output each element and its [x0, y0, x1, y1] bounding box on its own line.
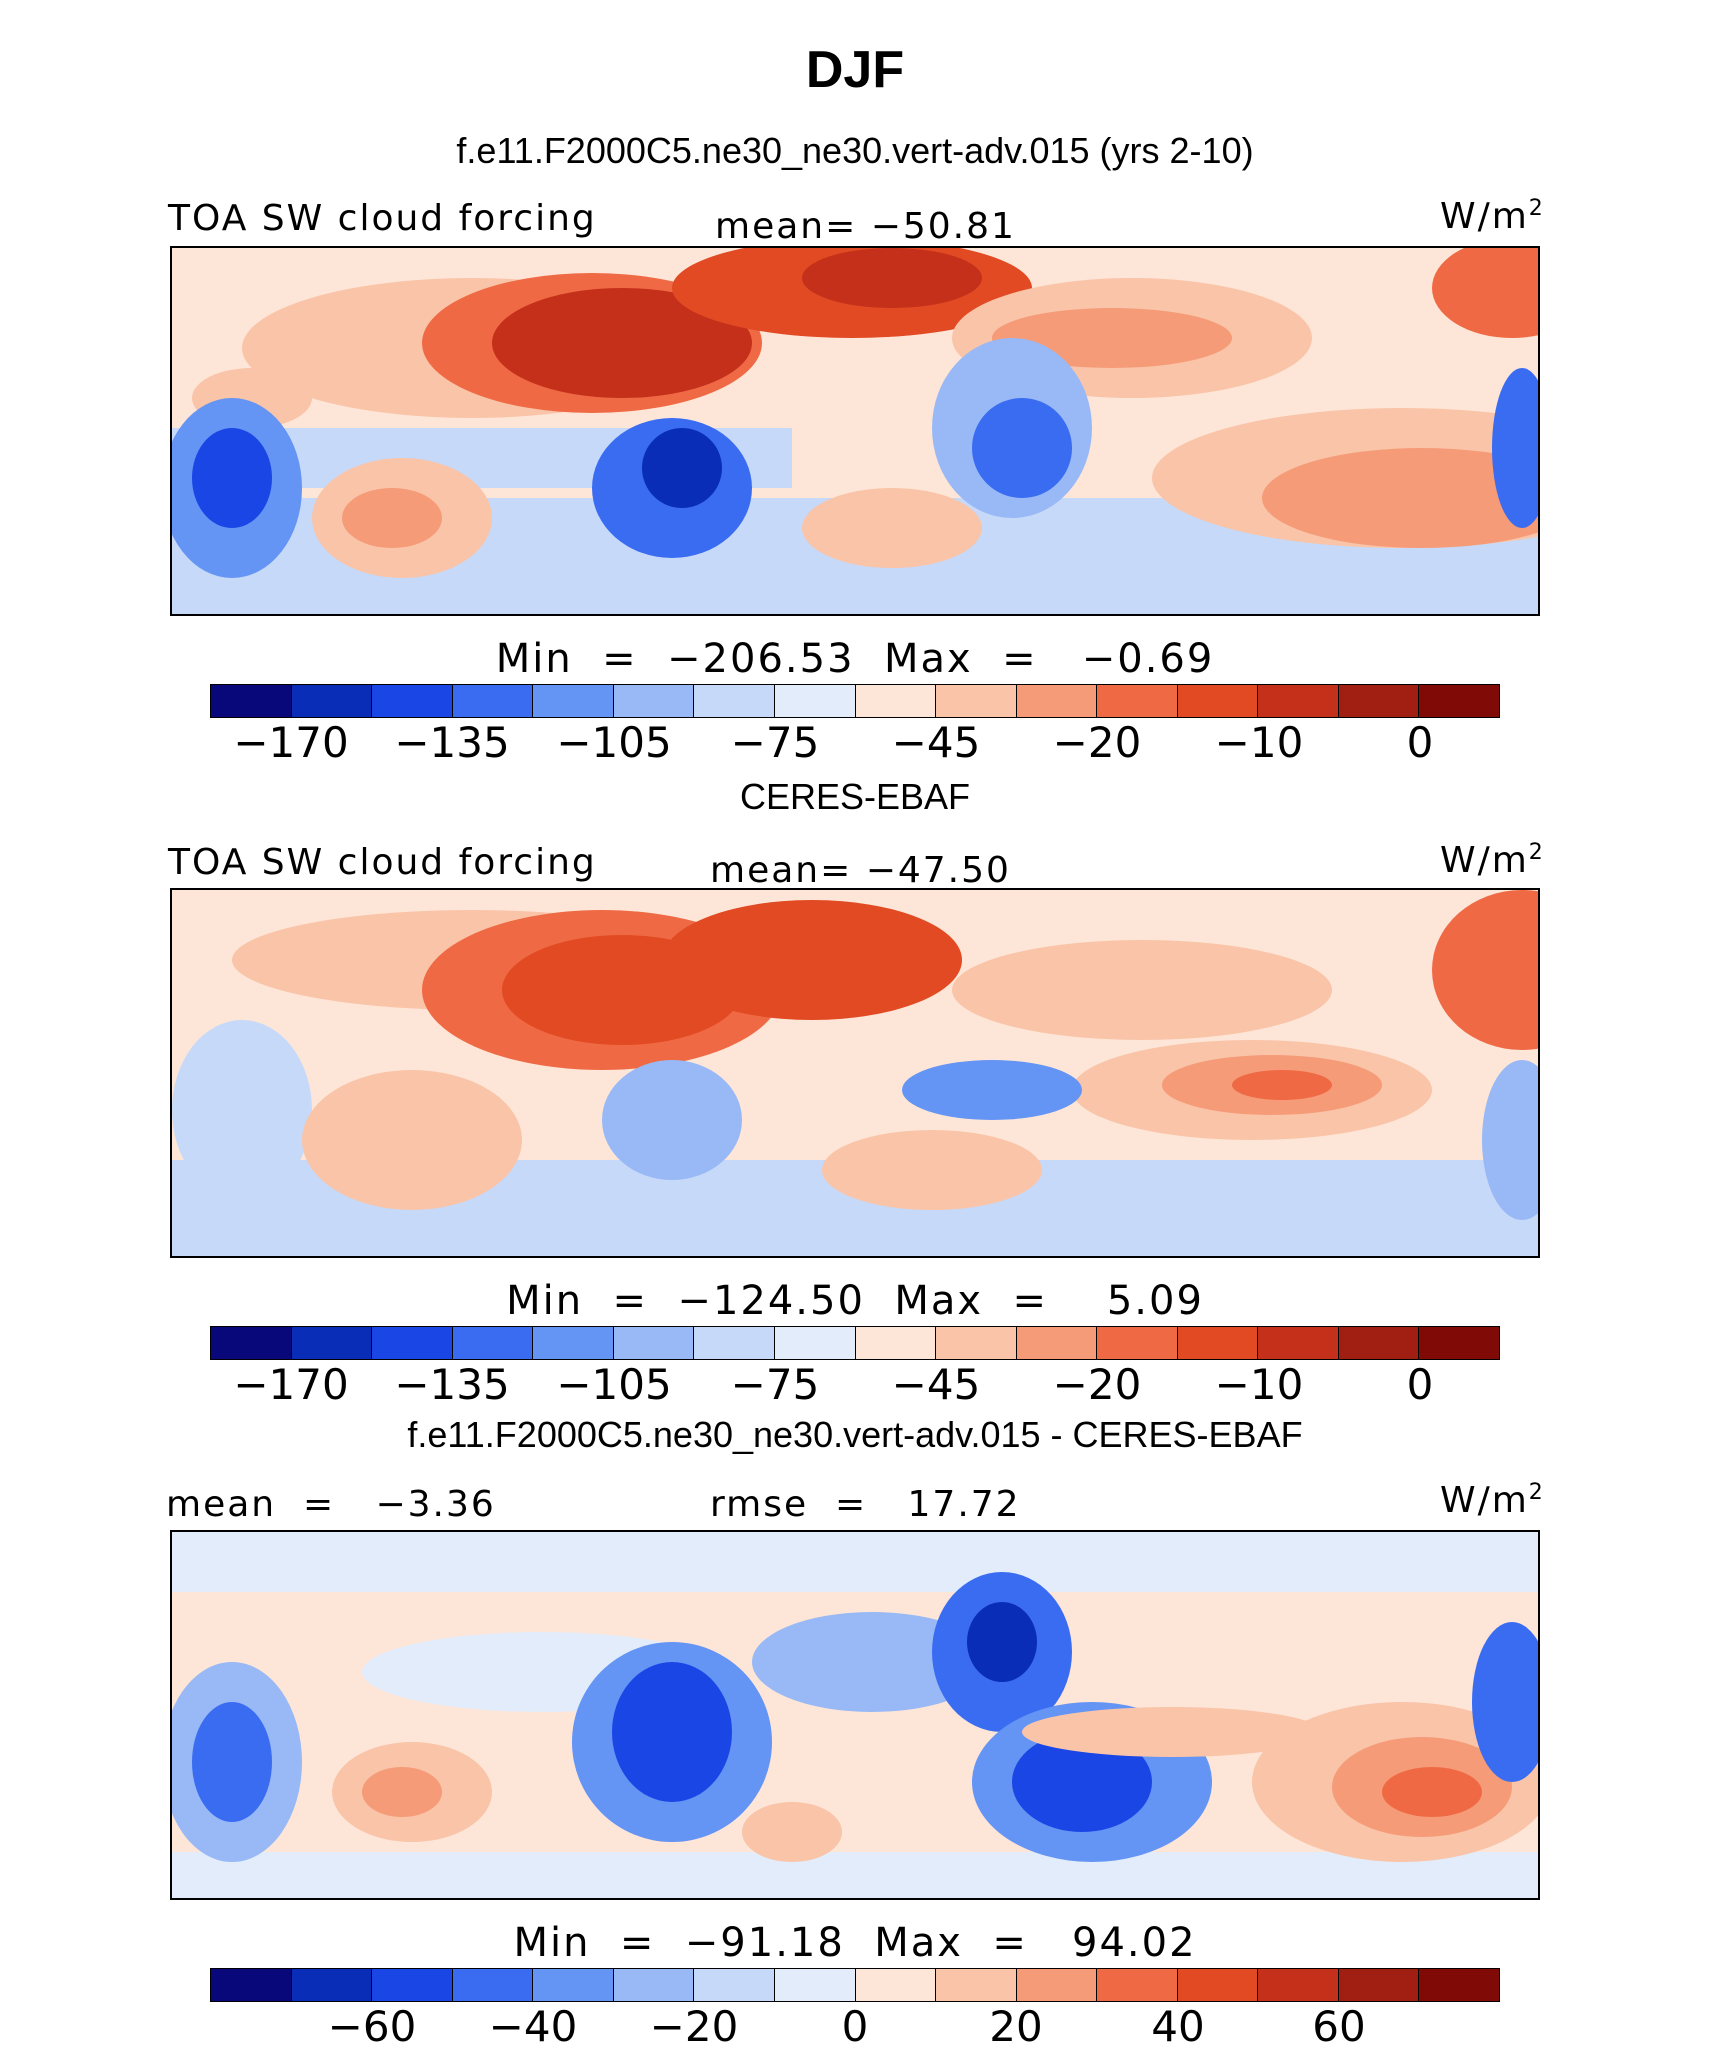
colorbar-tick: −20 [1052, 718, 1142, 767]
panel-3-mean-label: mean = −3.36 [166, 1484, 496, 1525]
colorbar-bin [1419, 685, 1499, 717]
colorbar-tick: −75 [730, 1360, 820, 1409]
colorbar-bin [1016, 1969, 1098, 2001]
colorbar-bin [855, 1327, 937, 1359]
colorbar-bin [774, 1327, 856, 1359]
colorbar-bin [613, 685, 695, 717]
panel-3-rmse-label: rmse = 17.72 [710, 1484, 1021, 1525]
colorbar-bin [291, 1969, 373, 2001]
colorbar-bin [452, 685, 534, 717]
colorbar-bin [1419, 1969, 1499, 2001]
colorbar-bin [211, 1327, 292, 1359]
panel-2-colorbar [210, 1326, 1500, 1360]
colorbar-bin [936, 685, 1017, 717]
colorbar-bin [372, 1969, 453, 2001]
panel-3-units: W/m2 [1440, 1480, 1545, 1521]
colorbar-tick: 40 [1151, 2002, 1205, 2051]
colorbar-bin [1016, 685, 1098, 717]
panel-2-min-max: Min = −124.50 Max = 5.09 [506, 1278, 1204, 1324]
colorbar-tick: 20 [989, 2002, 1043, 2051]
panel-1-variable-label: TOA SW cloud forcing [168, 198, 597, 239]
colorbar-bin [452, 1969, 534, 2001]
colorbar-bin [372, 685, 453, 717]
panel-1-colorbar [210, 684, 1500, 718]
colorbar-tick: −10 [1214, 1360, 1304, 1409]
panel-1-map [170, 246, 1540, 616]
colorbar-bin [774, 685, 856, 717]
colorbar-tick: −60 [327, 2002, 417, 2051]
colorbar-bin [613, 1969, 695, 2001]
colorbar-tick: −105 [556, 1360, 672, 1409]
colorbar-bin [1419, 1327, 1499, 1359]
colorbar-tick: −45 [891, 1360, 981, 1409]
colorbar-tick: −170 [233, 718, 349, 767]
colorbar-bin [1016, 1327, 1098, 1359]
colorbar-bin [936, 1327, 1017, 1359]
colorbar-tick: 0 [841, 2002, 869, 2051]
panel-3-subtitle: f.e11.F2000C5.ne30_ne30.vert-adv.015 - C… [407, 1414, 1303, 1455]
colorbar-tick: −105 [556, 718, 672, 767]
colorbar-tick: 0 [1406, 718, 1434, 767]
colorbar-bin [1258, 685, 1339, 717]
colorbar-bin [1338, 1969, 1420, 2001]
colorbar-bin [1097, 685, 1178, 717]
panel-3-min-max: Min = −91.18 Max = 94.02 [513, 1920, 1197, 1966]
colorbar-bin [452, 1327, 534, 1359]
colorbar-bin [1258, 1969, 1339, 2001]
colorbar-tick: −40 [488, 2002, 578, 2051]
panel-2-map [170, 888, 1540, 1258]
colorbar-bin [694, 1969, 775, 2001]
colorbar-bin [613, 1327, 695, 1359]
panel-3-map [170, 1530, 1540, 1900]
panel-1-subtitle: f.e11.F2000C5.ne30_ne30.vert-adv.015 (yr… [456, 130, 1254, 171]
panel-2-mean-label: mean= −47.50 [710, 850, 1011, 891]
colorbar-tick: −20 [1052, 1360, 1142, 1409]
panel-1-mean-label: mean= −50.81 [715, 206, 1016, 247]
colorbar-bin [694, 685, 775, 717]
colorbar-bin [533, 1327, 614, 1359]
colorbar-bin [211, 1969, 292, 2001]
panel-1-units: W/m2 [1440, 196, 1545, 237]
colorbar-tick: −170 [233, 1360, 349, 1409]
colorbar-bin [1258, 1327, 1339, 1359]
colorbar-tick: −135 [394, 1360, 510, 1409]
panel-1-min-max: Min = −206.53 Max = −0.69 [495, 636, 1215, 682]
figure-title: DJF [805, 41, 905, 99]
colorbar-tick: 60 [1312, 2002, 1366, 2051]
panel-3-colorbar [210, 1968, 1500, 2002]
colorbar-tick: 0 [1406, 1360, 1434, 1409]
colorbar-tick: −45 [891, 718, 981, 767]
colorbar-bin [372, 1327, 453, 1359]
colorbar-bin [1097, 1969, 1178, 2001]
colorbar-bin [211, 685, 292, 717]
colorbar-tick: −135 [394, 718, 510, 767]
panel-2-units: W/m2 [1440, 840, 1545, 881]
colorbar-bin [1177, 1327, 1259, 1359]
colorbar-bin [774, 1969, 856, 2001]
colorbar-bin [1177, 1969, 1259, 2001]
panel-2-subtitle: CERES-EBAF [739, 776, 971, 817]
colorbar-bin [291, 1327, 373, 1359]
colorbar-tick: −10 [1214, 718, 1304, 767]
colorbar-bin [1177, 685, 1259, 717]
colorbar-bin [936, 1969, 1017, 2001]
colorbar-bin [291, 685, 373, 717]
colorbar-bin [533, 1969, 614, 2001]
colorbar-tick: −75 [730, 718, 820, 767]
colorbar-bin [533, 685, 614, 717]
colorbar-bin [855, 685, 937, 717]
colorbar-bin [1338, 685, 1420, 717]
colorbar-bin [1097, 1327, 1178, 1359]
panel-2-variable-label: TOA SW cloud forcing [168, 842, 597, 883]
colorbar-bin [1338, 1327, 1420, 1359]
colorbar-bin [855, 1969, 937, 2001]
colorbar-tick: −20 [649, 2002, 739, 2051]
colorbar-bin [694, 1327, 775, 1359]
